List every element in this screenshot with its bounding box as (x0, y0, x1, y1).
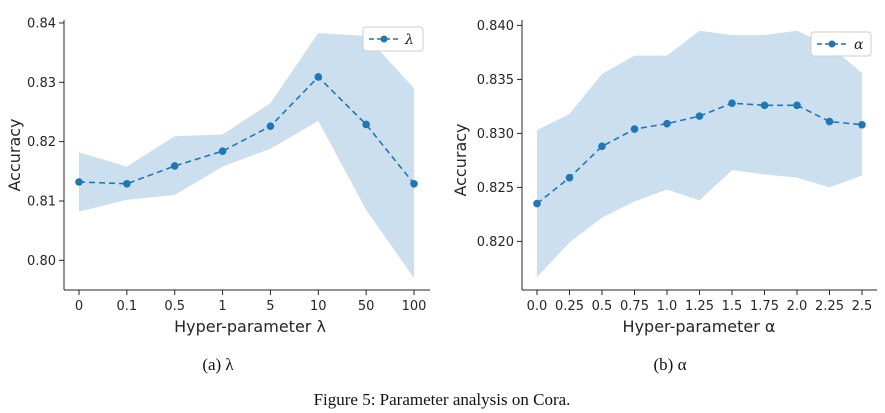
y-tick-label-b-2: 0.830 (477, 127, 514, 142)
x-tick-label-b-8: 2.0 (787, 299, 808, 314)
x-tick-label-b-6: 1.5 (722, 299, 743, 314)
x-tick-label-a-1: 0.1 (117, 299, 138, 314)
data-point-b-2 (598, 142, 606, 151)
data-point-a-6 (362, 120, 370, 129)
x-tick-label-b-4: 1.0 (657, 299, 678, 314)
legend-label-b: α (854, 37, 864, 53)
data-point-b-7 (760, 101, 769, 110)
data-point-b-5 (695, 112, 704, 120)
data-point-b-10 (858, 120, 866, 129)
caption-b: (b) α (654, 355, 687, 374)
legend-marker-a (380, 35, 388, 43)
x-tick-label-a-4: 5 (266, 299, 274, 314)
legend-marker-b (828, 40, 836, 48)
x-axis-label-b: Hyper-parameter α (623, 317, 776, 336)
x-tick-label-b-3: 0.75 (620, 299, 649, 314)
data-point-a-3 (218, 147, 227, 155)
panel-a: 0.80 0.81 0.82 0.83 0.84 0 0.1 0.5 1 5 10 50 100 Hy… (5, 16, 430, 374)
figure-caption: Figure 5: Parameter analysis on Cora. (314, 390, 571, 409)
y-tick-label-b-1: 0.825 (477, 181, 514, 196)
x-tick-label-b-1: 0.25 (555, 299, 584, 314)
data-point-b-3 (630, 125, 639, 133)
legend-a: λ (362, 26, 424, 52)
y-tick-label-a-3: 0.83 (27, 76, 56, 91)
x-tick-label-a-2: 0.5 (164, 299, 185, 314)
data-point-a-1 (123, 179, 131, 188)
caption-a: (a) λ (202, 355, 234, 374)
series-line-b (536, 102, 863, 205)
x-tick-label-b-9: 2.25 (815, 299, 844, 314)
x-tick-label-a-5: 10 (310, 299, 327, 314)
y-axis-label-b: Accuracy (451, 123, 470, 196)
x-tick-label-b-5: 1.25 (685, 299, 714, 314)
x-tick-label-a-3: 1 (218, 299, 226, 314)
data-point-b-6 (728, 99, 736, 107)
data-point-b-0 (533, 199, 541, 208)
data-point-b-9 (825, 117, 834, 126)
y-tick-label-b-4: 0.840 (477, 19, 514, 34)
x-tick-label-b-7: 1.75 (750, 299, 779, 314)
y-tick-label-a-4: 0.84 (27, 16, 56, 31)
x-tick-label-a-6: 50 (358, 299, 375, 314)
panel-b: 0.820 0.825 0.830 0.835 0.840 0.0 0.25 0.5 0.75… (451, 19, 877, 374)
data-point-a-7 (410, 179, 418, 188)
data-point-b-8 (793, 101, 801, 110)
data-point-a-2 (170, 162, 179, 170)
y-tick-label-a-0: 0.80 (27, 254, 56, 269)
x-tick-label-a-0: 0 (75, 299, 83, 314)
legend-b: α (810, 31, 872, 57)
x-tick-label-b-0: 0.0 (527, 299, 548, 314)
data-point-a-5 (314, 73, 323, 81)
x-tick-label-b-2: 0.5 (592, 299, 613, 314)
data-point-b-4 (663, 119, 671, 128)
data-point-b-1 (565, 173, 574, 182)
y-tick-label-a-2: 0.82 (27, 135, 56, 150)
data-point-a-4 (266, 122, 275, 131)
x-axis-label-a: Hyper-parameter λ (174, 317, 326, 336)
y-axis-label-a: Accuracy (5, 118, 24, 191)
data-point-a-0 (75, 178, 83, 186)
x-tick-label-a-7: 100 (402, 299, 427, 314)
y-tick-label-b-3: 0.835 (477, 73, 514, 88)
legend-label-a: λ (404, 32, 414, 48)
x-tick-label-b-10: 2.5 (852, 299, 873, 314)
y-tick-label-b-0: 0.820 (477, 235, 514, 250)
confidence-band-a (79, 33, 414, 279)
y-tick-label-a-1: 0.81 (27, 194, 56, 209)
confidence-band-b (537, 30, 862, 278)
